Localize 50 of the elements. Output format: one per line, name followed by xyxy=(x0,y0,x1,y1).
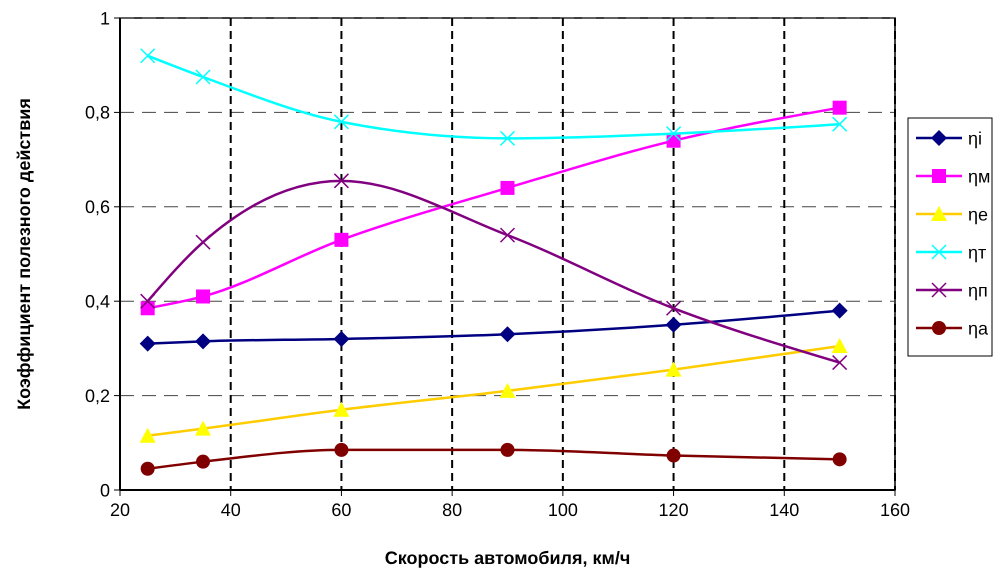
point xyxy=(666,126,682,142)
point xyxy=(333,330,350,347)
point xyxy=(140,336,156,352)
point xyxy=(334,114,350,130)
x-tick-label: 20 xyxy=(110,500,130,520)
legend-label: ηм xyxy=(968,166,990,186)
y-tick-label: 0,6 xyxy=(84,197,110,218)
legend-label: ηт xyxy=(968,242,986,262)
point xyxy=(832,302,848,319)
x-tick-label: 40 xyxy=(220,500,241,520)
point xyxy=(140,48,156,64)
legend-label: ηe xyxy=(968,204,988,224)
point xyxy=(832,100,847,115)
x-tick-label: 60 xyxy=(331,500,352,520)
point xyxy=(666,448,681,463)
y-tick-label: 0 xyxy=(100,480,110,500)
point xyxy=(195,234,211,250)
y-axis-title: Коэффициент полезного действия xyxy=(14,98,34,410)
point xyxy=(666,300,682,316)
point xyxy=(195,333,212,350)
point xyxy=(500,227,516,243)
x-tick-label: 80 xyxy=(442,500,462,520)
legend-label: ηa xyxy=(968,318,990,338)
point xyxy=(140,293,156,309)
point xyxy=(666,316,682,333)
point xyxy=(832,116,848,132)
x-tick-label: 120 xyxy=(658,500,689,520)
point xyxy=(500,130,516,146)
x-tick-label: 140 xyxy=(769,500,800,520)
y-tick-label: 1 xyxy=(100,8,110,28)
point xyxy=(500,442,514,457)
point xyxy=(196,289,210,304)
point xyxy=(500,326,516,342)
y-tick-label: 0,2 xyxy=(84,386,110,406)
point xyxy=(500,180,514,195)
x-tick-label: 100 xyxy=(548,500,578,520)
point xyxy=(195,69,211,85)
legend-label: ηi xyxy=(968,128,982,148)
point xyxy=(832,354,848,370)
y-tick-label: 0,4 xyxy=(84,292,110,312)
point xyxy=(334,442,348,457)
y-tick-label: 0,8 xyxy=(84,102,110,123)
point xyxy=(196,454,210,469)
x-axis-title: Скорость автомобиля, км/ч xyxy=(384,548,630,568)
point xyxy=(334,173,350,189)
x-tick-label: 160 xyxy=(880,500,910,520)
point xyxy=(140,462,155,476)
point xyxy=(832,452,847,466)
point xyxy=(334,232,348,247)
legend-label: ηп xyxy=(968,280,988,300)
